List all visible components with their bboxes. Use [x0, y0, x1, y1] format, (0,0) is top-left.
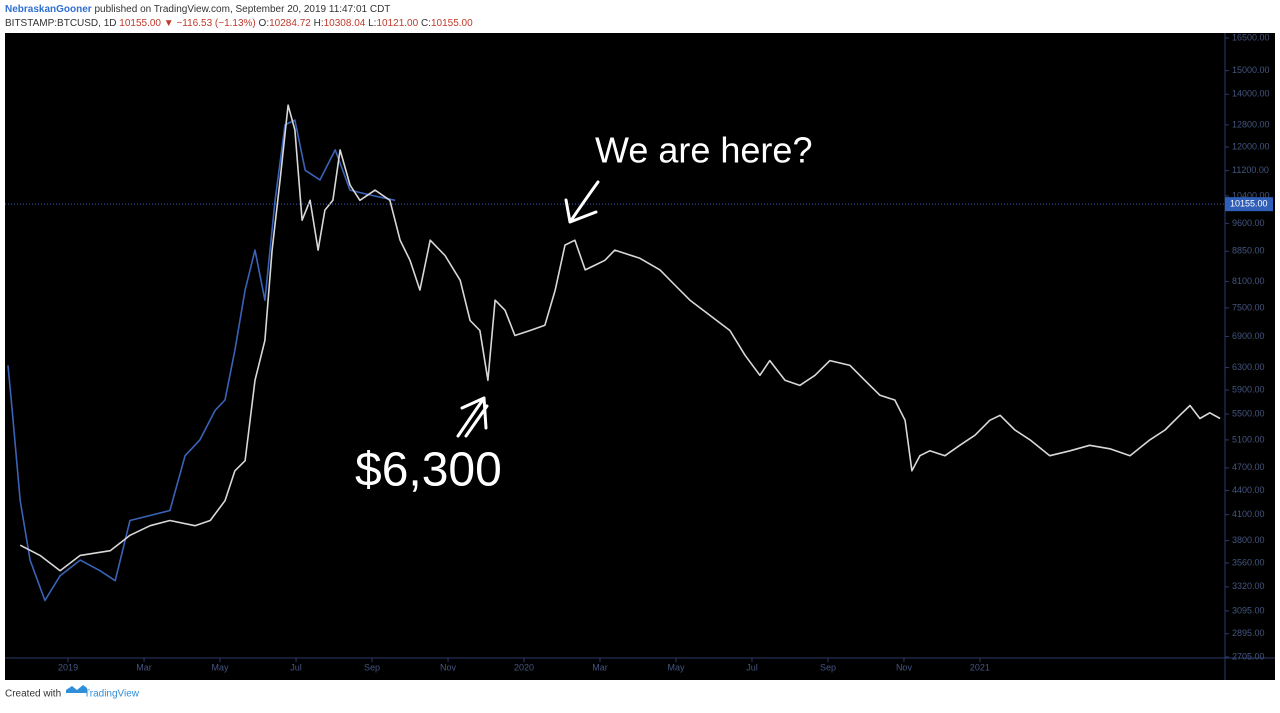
y-tick-label: 3095.00 — [1232, 605, 1265, 615]
last-price-label: 10155.00 — [1230, 199, 1268, 209]
x-tick-label: Nov — [440, 662, 457, 672]
annotation-arrow — [564, 180, 600, 224]
price-line — [19, 104, 1221, 572]
symbol: BITSTAMP:BTCUSD, 1D — [5, 18, 117, 29]
y-tick-label: 14000.00 — [1232, 89, 1270, 99]
y-tick-label: 8850.00 — [1232, 246, 1265, 256]
y-tick-label: 5900.00 — [1232, 384, 1265, 394]
price-line — [7, 119, 396, 602]
y-tick-label: 12000.00 — [1232, 141, 1270, 151]
annotation: We are here? — [595, 130, 812, 171]
x-tick-label: May — [212, 662, 230, 672]
ohlc-label: H: — [314, 18, 324, 29]
y-tick-label: 2895.00 — [1232, 628, 1265, 638]
y-tick-label: 5500.00 — [1232, 408, 1265, 418]
x-tick-label: 2021 — [970, 662, 990, 672]
ohlc-value: 10308.04 — [324, 18, 366, 29]
ohlc-value: 10284.72 — [269, 18, 311, 29]
ohlc-value: 10155.00 — [431, 18, 473, 29]
ohlc-value: 10121.00 — [376, 18, 418, 29]
header-line: NebraskanGooner published on TradingView… — [5, 4, 390, 15]
y-tick-label: 7500.00 — [1232, 302, 1265, 312]
y-tick-label: 12800.00 — [1232, 119, 1270, 129]
y-tick-label: 6300.00 — [1232, 362, 1265, 372]
y-tick-label: 10400.00 — [1232, 190, 1270, 200]
x-tick-label: 2020 — [514, 662, 534, 672]
y-tick-label: 15000.00 — [1232, 65, 1270, 75]
x-tick-label: Jul — [746, 662, 758, 672]
ohlc-label: C: — [421, 18, 431, 29]
last-price-box — [1225, 197, 1273, 212]
brand[interactable]: TradingView — [84, 689, 140, 700]
author[interactable]: NebraskanGooner — [5, 4, 92, 15]
x-tick-label: May — [667, 662, 685, 672]
x-tick-label: 2019 — [58, 662, 78, 672]
ohlc-label: O: — [259, 18, 270, 29]
x-tick-label: Mar — [592, 662, 608, 672]
published: published on TradingView.com, September … — [94, 4, 390, 15]
symbol-line: BITSTAMP:BTCUSD, 1D 10155.00 ▼ −116.53 (… — [5, 18, 473, 29]
y-tick-label: 4100.00 — [1232, 509, 1265, 519]
y-tick-label: 11200.00 — [1232, 165, 1269, 175]
x-tick-label: Mar — [136, 662, 152, 672]
x-tick-label: Sep — [820, 662, 836, 672]
y-tick-label: 9600.00 — [1232, 218, 1265, 228]
footer-text: Created with — [5, 689, 61, 700]
annotation: $6,300 — [355, 444, 502, 497]
y-tick-label: 6900.00 — [1232, 331, 1265, 341]
ohlc-label: L: — [368, 18, 376, 29]
chart-background — [5, 33, 1275, 680]
change: 10155.00 ▼ −116.53 (−1.13%) — [119, 18, 255, 29]
y-tick-label: 4400.00 — [1232, 485, 1265, 495]
y-tick-label: 8100.00 — [1232, 276, 1265, 286]
y-tick-label: 3320.00 — [1232, 581, 1265, 591]
y-tick-label: 4700.00 — [1232, 462, 1265, 472]
x-tick-label: Sep — [364, 662, 380, 672]
y-tick-label: 2705.00 — [1232, 651, 1265, 661]
y-tick-label: 5100.00 — [1232, 434, 1265, 444]
x-tick-label: Jul — [290, 662, 302, 672]
y-tick-label: 3800.00 — [1232, 535, 1265, 545]
brand-logo — [66, 685, 87, 693]
plot: 16500.00 15000.00 14000.00 12800.00 12000.00… — [5, 32, 1273, 672]
x-tick-label: Nov — [896, 662, 913, 672]
annotation-arrow — [456, 396, 489, 438]
y-tick-label: 16500.00 — [1232, 32, 1270, 42]
y-tick-label: 3560.00 — [1232, 557, 1265, 567]
